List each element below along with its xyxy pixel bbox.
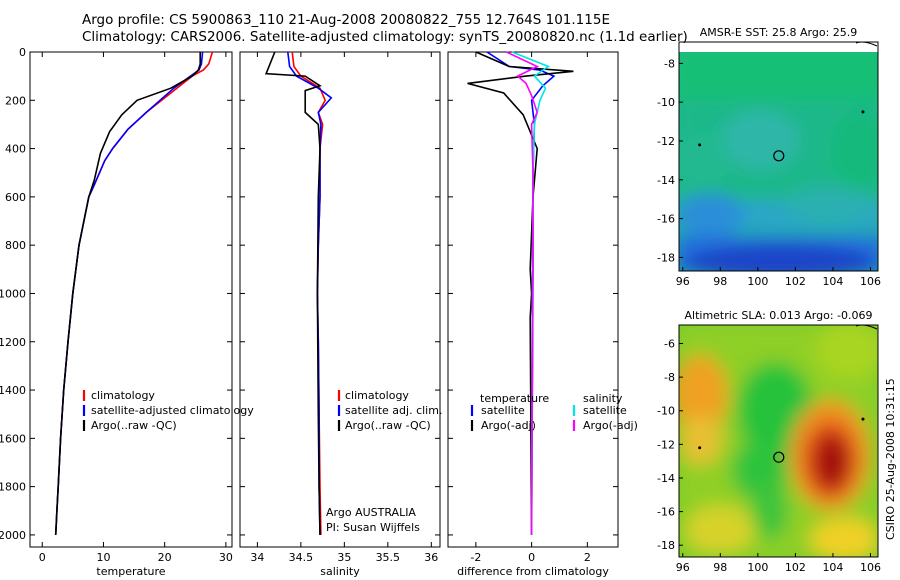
salinity-legend-label: satellite adj. clim. [345,404,442,417]
difference-xtick-label: -2 [470,551,481,564]
temperature-series-2 [54,52,201,535]
temperature-ytick-label: 600 [5,191,26,204]
sla-map-xtick-label: 100 [747,561,768,574]
salinity-xtick-label: 34.5 [289,551,314,564]
sst-map-xtick-label: 104 [822,275,843,288]
sla-map-field [679,325,878,557]
sst-map-coast [855,41,878,47]
temperature-ytick-label: 2000 [0,529,26,542]
difference-series-2 [511,51,550,535]
temperature-xtick-label: 0 [39,551,46,564]
temperature-ytick-label: 1000 [0,287,26,300]
sla-map-xtick-label: 106 [860,561,881,574]
sla-map-xtick-label: 102 [785,561,806,574]
temperature-ytick-label: 800 [5,239,26,252]
difference-legend-header: temperature [480,392,549,405]
salinity-xlabel: salinity [320,565,360,578]
temperature-legend-label: satellite-adjusted climatology [91,404,254,417]
difference-legend-label: satellite [481,404,525,417]
temperature-xtick-label: 30 [219,551,233,564]
sst-map-island-dot [698,143,702,147]
sst-map-profile-marker [773,150,785,162]
salinity-xtick-label: 34 [250,551,264,564]
figure-title-line1: Argo profile: CS 5900863_110 21-Aug-2008… [82,12,610,28]
sst-map-island-dot [861,110,865,114]
salinity-xtick-label: 35.5 [376,551,401,564]
salinity-legend-label: Argo(..raw -QC) [345,419,431,432]
sst-map-xtick-label: 96 [676,275,690,288]
sla-map-coast [855,324,878,330]
temperature-ytick-label: 400 [5,143,26,156]
difference-series-3 [506,51,540,535]
difference-series-0 [486,51,556,535]
figure-title-line2: Climatology: CARS2006. Satellite-adjuste… [82,29,688,45]
difference-legend-label: Argo(-adj) [583,419,638,432]
sst-map-xtick-label: 100 [747,275,768,288]
sla-map-ytick-label: -8 [664,371,675,384]
sla-map-frame [678,324,879,558]
temperature-ytick-label: 0 [19,46,26,59]
temperature-xtick-label: 20 [158,551,172,564]
sla-map-title: Altimetric SLA: 0.013 Argo: -0.069 [685,309,873,322]
salinity-series-2 [264,51,322,535]
sst-map-field [679,52,878,271]
sla-map-ytick-label: -12 [657,438,675,451]
salinity-annotation: Argo AUSTRALIA [326,506,416,519]
sla-map-ytick-label: -10 [657,405,675,418]
temperature-ytick-label: 200 [5,94,26,107]
side-timestamp-label: CSIRO 25-Aug-2008 10:31:15 [884,378,897,540]
sla-map-xtick-label: 104 [822,561,843,574]
salinity-xtick-label: 35 [337,551,351,564]
sst-map-title: AMSR-E SST: 25.8 Argo: 25.9 [700,26,858,39]
salinity-series-1 [287,51,333,535]
sst-map-ytick-label: -16 [657,213,675,226]
difference-axes-frame [447,51,619,548]
temperature-ytick-label: 1600 [0,432,26,445]
sst-map-xtick-label: 102 [785,275,806,288]
sla-map-ytick-label: -6 [664,337,675,350]
salinity-annotation: PI: Susan Wijffels [326,521,420,534]
sla-map-xtick-label: 98 [713,561,727,574]
difference-legend-label: Argo(-adj) [481,419,536,432]
sst-map-xtick-label: 98 [713,275,727,288]
sst-map-xtick-label: 106 [860,275,881,288]
sla-map-island-dot [861,417,865,421]
temperature-legend-label: climatology [91,389,155,402]
temperature-ytick-label: 1800 [0,481,26,494]
sla-map-ytick-label: -18 [657,539,675,552]
difference-series-1 [467,51,574,535]
salinity-legend-label: climatology [345,389,409,402]
temperature-xtick-label: 10 [96,551,110,564]
difference-xtick-label: 2 [584,551,591,564]
temperature-series-1 [54,51,204,535]
salinity-xtick-label: 36 [424,551,438,564]
sst-map-ytick-label: -8 [664,57,675,70]
temperature-ytick-label: 1200 [0,336,26,349]
difference-xlabel: difference from climatology [457,565,609,578]
sst-map-frame [678,41,879,272]
temperature-axes-frame [29,51,233,548]
difference-legend-header: salinity [583,392,623,405]
sla-map-ytick-label: -14 [657,472,675,485]
sla-map-island-dot [698,446,702,450]
sst-map-ytick-label: -12 [657,135,675,148]
sst-map-ytick-label: -14 [657,174,675,187]
sla-map-profile-marker [773,451,785,463]
sst-map-ytick-label: -18 [657,251,675,264]
temperature-legend-label: Argo(..raw -QC) [91,419,177,432]
difference-legend-label: satellite [583,404,627,417]
salinity-axes-frame [239,51,441,548]
temperature-xlabel: temperature [96,565,165,578]
temperature-ytick-label: 1400 [0,384,26,397]
difference-xtick-label: 0 [528,551,535,564]
sst-map-ytick-label: -10 [657,96,675,109]
sla-map-ytick-label: -16 [657,506,675,519]
sla-map-xtick-label: 96 [676,561,690,574]
